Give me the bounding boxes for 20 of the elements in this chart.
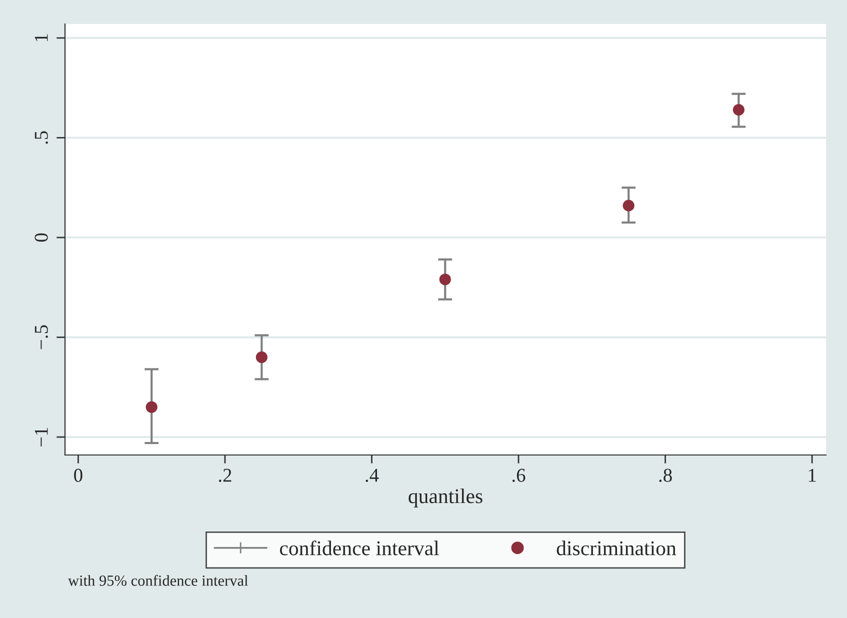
x-tick-label: .4 [366, 468, 379, 482]
y-tick-label: 0 [34, 233, 48, 242]
point [439, 274, 451, 286]
x-tick-label: 0 [74, 468, 82, 482]
x-tick-label: .6 [512, 468, 526, 482]
legend-label: discrimination [556, 540, 676, 556]
x-axis-title: quantiles [408, 488, 482, 508]
x-tick-label: .8 [659, 468, 672, 482]
y-tick-label: 1 [34, 34, 48, 42]
y-tick-label: −1 [34, 428, 48, 446]
point [622, 200, 634, 212]
point [256, 351, 268, 364]
x-tick-label: .2 [218, 468, 232, 482]
point [732, 104, 744, 116]
y-tick-label: −.5 [34, 325, 48, 350]
text: with 95% confidence interval [68, 574, 248, 586]
y-tick-label: .5 [34, 131, 48, 144]
point [146, 401, 158, 413]
x-tick-label: 1 [808, 468, 816, 482]
text: confidence interval [280, 540, 439, 556]
